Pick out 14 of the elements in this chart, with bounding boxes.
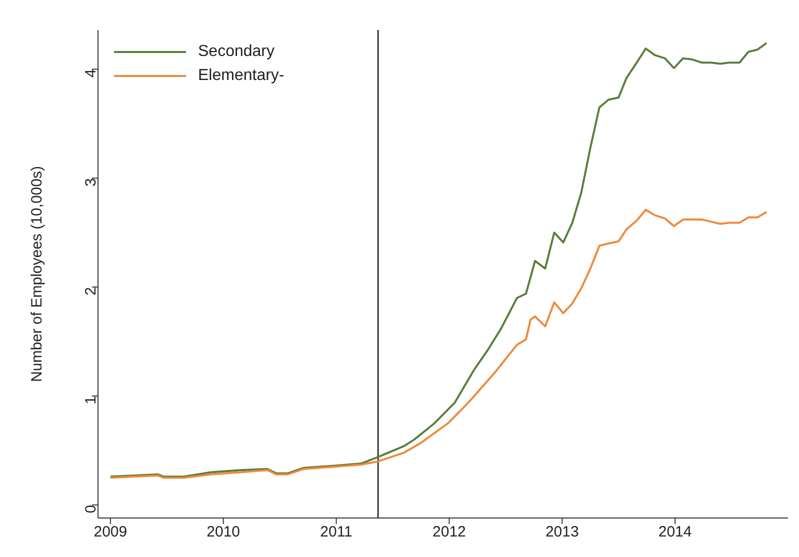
x-tick-label: 2014: [658, 524, 692, 541]
y-tick-label: 0: [82, 504, 100, 514]
x-tick-label: 2009: [94, 524, 128, 541]
x-tick-label: 2013: [545, 524, 579, 541]
x-tick-label: 2010: [206, 524, 240, 541]
legend-label: Secondary: [198, 42, 274, 62]
legend-label: Elementary-: [198, 66, 284, 86]
y-axis-title: Number of Employees (10,000s): [28, 166, 46, 382]
y-tick-label: 1: [82, 396, 100, 404]
y-tick-label: 3: [82, 178, 100, 186]
y-tick-label: 2: [82, 287, 100, 296]
y-tick-label: 4: [82, 69, 100, 78]
x-tick-label: 2012: [432, 524, 466, 541]
x-tick-label: 2011: [320, 524, 352, 541]
